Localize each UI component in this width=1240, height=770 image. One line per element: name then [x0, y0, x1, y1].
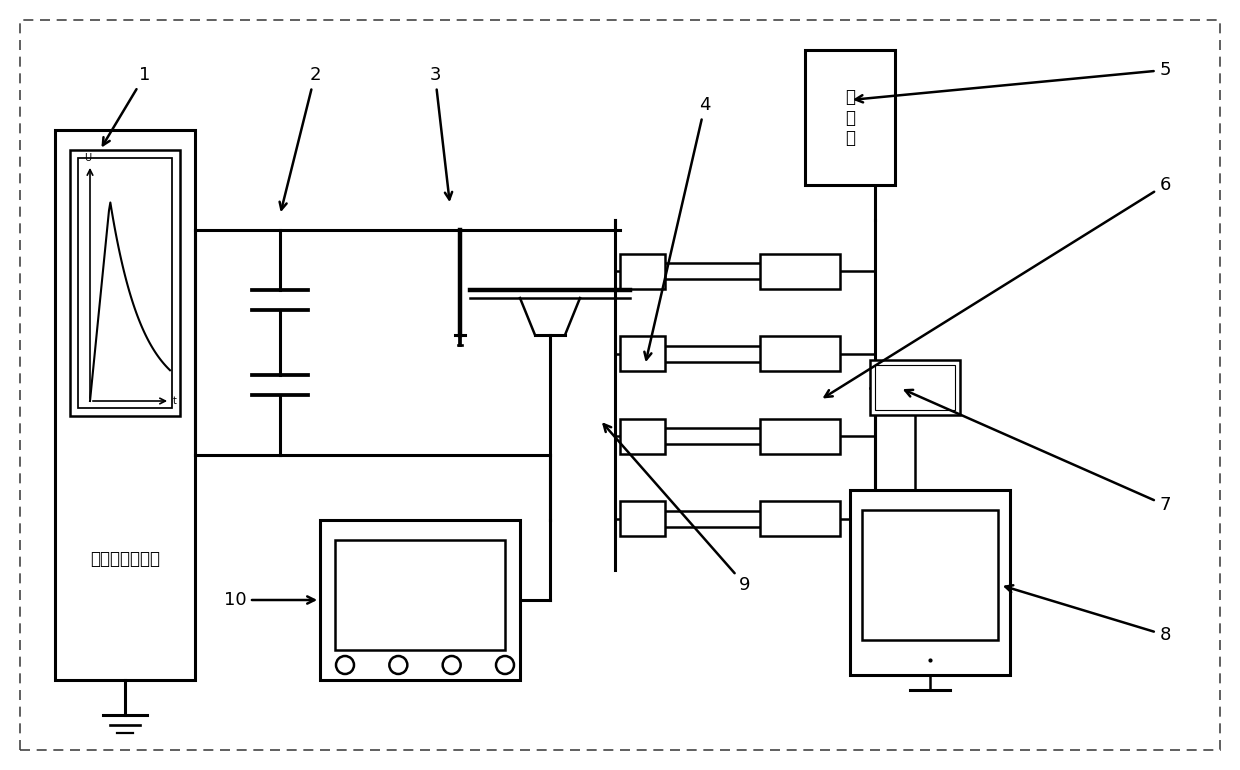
Text: 4: 4 [645, 96, 711, 360]
Bar [805, 50, 895, 185]
Text: 5: 5 [856, 61, 1171, 102]
Text: 7: 7 [905, 390, 1171, 514]
Text: U: U [84, 153, 92, 163]
Text: 3: 3 [429, 66, 453, 199]
Bar [760, 336, 839, 371]
Bar [78, 158, 172, 408]
Bar [760, 254, 839, 289]
Bar [620, 501, 665, 536]
Bar [620, 336, 665, 371]
Bar [620, 254, 665, 289]
Bar [862, 510, 998, 640]
Text: 8: 8 [1006, 585, 1171, 644]
Bar [875, 365, 955, 410]
Circle shape [336, 656, 353, 674]
Bar [760, 501, 839, 536]
Text: 2: 2 [279, 66, 321, 209]
Circle shape [443, 656, 461, 674]
Bar [870, 360, 960, 415]
Text: t: t [174, 396, 177, 406]
Text: 冲击电压发生器: 冲击电压发生器 [91, 550, 160, 568]
Text: 1: 1 [103, 66, 151, 146]
Bar [335, 540, 505, 650]
Text: 9: 9 [604, 424, 750, 594]
Bar [55, 130, 195, 680]
Bar [320, 520, 520, 680]
Text: 6: 6 [825, 176, 1171, 397]
Text: 10: 10 [223, 591, 315, 609]
Bar [620, 419, 665, 454]
Bar [849, 490, 1011, 675]
Text: 高
压
源: 高 压 源 [844, 88, 856, 147]
Circle shape [496, 656, 515, 674]
Bar [760, 419, 839, 454]
Bar [69, 150, 180, 416]
Circle shape [389, 656, 407, 674]
